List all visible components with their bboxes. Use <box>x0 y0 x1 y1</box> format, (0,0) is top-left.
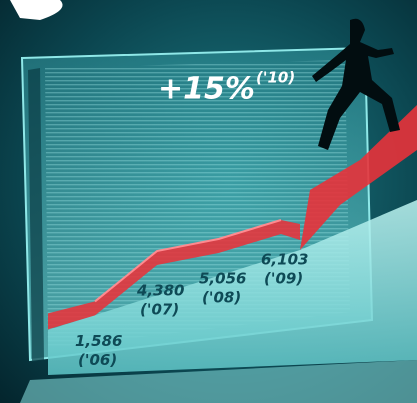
base-block <box>48 200 417 375</box>
ribbon-extension <box>300 105 417 250</box>
category-label: ('07) <box>140 301 179 319</box>
ribbon <box>48 220 300 330</box>
panel-edge <box>28 68 44 362</box>
cropped-heading-shape <box>10 0 63 20</box>
category-label: ('08) <box>202 288 241 306</box>
annotation-text: +15% <box>158 72 255 107</box>
value-label: 6,103 <box>261 251 308 269</box>
value-label: 1,586 <box>75 332 122 350</box>
annotation-label: ('10) <box>256 69 295 87</box>
runner-silhouette <box>312 18 400 150</box>
data-line <box>94 219 282 303</box>
value-label: 5,056 <box>199 269 246 287</box>
category-label: ('06) <box>78 351 117 369</box>
category-label: ('09) <box>264 270 303 288</box>
floor <box>20 360 417 403</box>
value-label: 4,380 <box>136 282 184 300</box>
